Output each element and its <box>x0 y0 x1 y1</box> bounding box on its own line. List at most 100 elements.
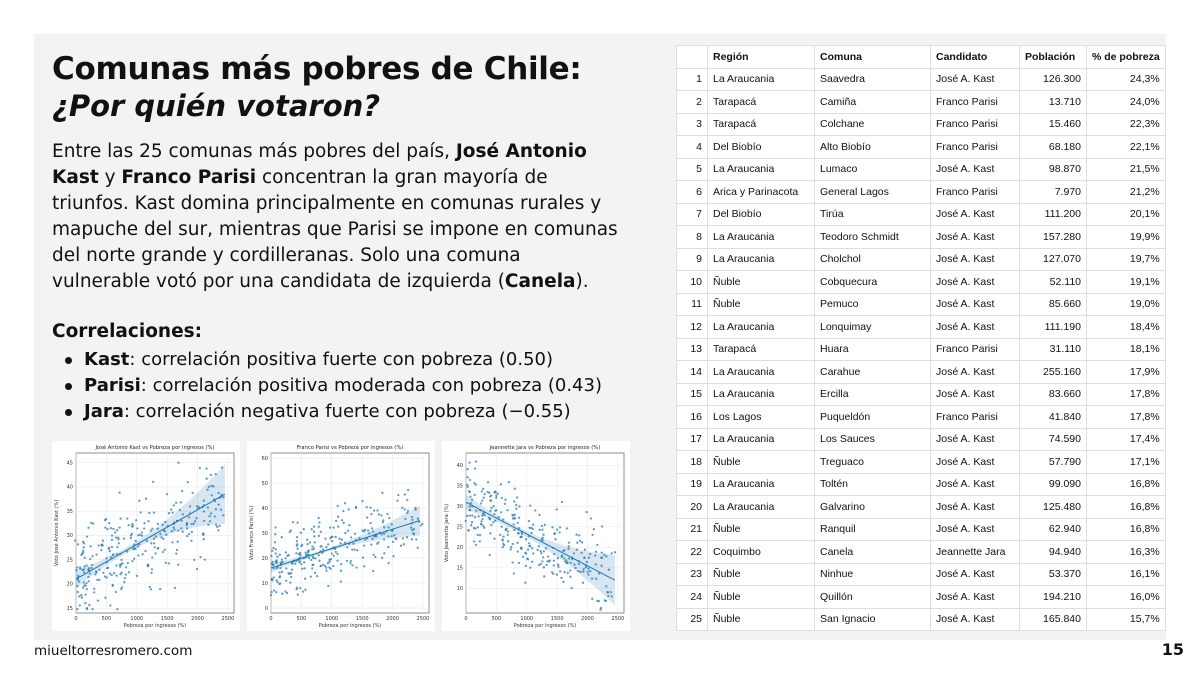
scatter-point <box>594 577 598 580</box>
row-pobreza: 17,9% <box>1086 360 1166 384</box>
row-pobreza: 18,1% <box>1086 337 1166 361</box>
scatter-point <box>339 542 342 545</box>
scatter-point <box>217 491 220 495</box>
scatter-point <box>164 520 167 524</box>
scatter-point <box>280 558 284 561</box>
scatter-point <box>203 558 206 561</box>
x-tick-label: 2000 <box>581 616 594 622</box>
scatter-point <box>214 523 218 526</box>
x-tick-label: 1000 <box>325 616 338 622</box>
scatter-point <box>351 548 354 551</box>
x-tick-label: 1500 <box>356 616 369 622</box>
scatter-point <box>371 537 374 540</box>
row-index: 4 <box>676 135 708 159</box>
y-tick-label: 10 <box>262 581 268 587</box>
row-index: 22 <box>676 540 708 564</box>
row-region: La Araucania <box>707 382 815 406</box>
table-row: 21 Ñuble Ranquil José A. Kast 62.940 16,8% <box>676 517 1166 541</box>
scatter-point <box>101 543 104 546</box>
scatter-point <box>590 577 594 580</box>
scatter-point <box>493 513 496 516</box>
scatter-point <box>188 505 192 508</box>
scatter-point <box>526 558 530 561</box>
scatter-point <box>511 561 514 564</box>
scatter-point <box>592 528 596 531</box>
row-index: 19 <box>676 472 708 496</box>
scatter-point <box>207 485 211 488</box>
scatter-point <box>98 568 101 571</box>
row-pobreza: 17,8% <box>1086 405 1166 429</box>
scatter-point <box>416 546 419 549</box>
scatter-point <box>556 563 560 566</box>
scatter-point <box>534 509 537 512</box>
row-index: 11 <box>676 292 708 316</box>
scatter-point <box>78 595 81 598</box>
row-comuna: Toltén <box>814 472 931 496</box>
scatter-point <box>138 499 141 502</box>
row-candidato: José A. Kast <box>930 450 1020 474</box>
scatter-point <box>489 495 492 498</box>
scatter-point <box>481 514 484 517</box>
scatter-point <box>180 519 183 522</box>
scatter-point <box>584 566 588 569</box>
scatter-point <box>330 552 333 555</box>
scatter-svg-parisi: Franco Parisi vs Pobreza por ingresos (%… <box>249 445 430 629</box>
scatter-point <box>481 499 484 502</box>
scatter-point <box>321 563 325 566</box>
scatter-point <box>380 556 384 560</box>
row-poblacion: 98.870 <box>1019 157 1087 181</box>
scatter-point <box>483 513 486 517</box>
scatter-point <box>187 516 191 519</box>
scatter-point <box>603 553 606 556</box>
scatter-point <box>115 564 118 567</box>
scatter-point <box>576 541 579 544</box>
scatter-point <box>487 516 490 519</box>
scatter-point <box>214 472 217 476</box>
scatter-point <box>560 555 563 558</box>
scatter-point <box>90 563 94 567</box>
scatter-point <box>370 543 373 546</box>
scatter-point <box>337 525 340 528</box>
scatter-point <box>76 578 80 581</box>
scatter-svg-jara: Jeannette Jara vs Pobreza por ingresos (… <box>444 445 625 629</box>
scatter-point <box>202 538 205 541</box>
scatter-point <box>290 568 294 571</box>
x-tick-label: 2000 <box>191 616 204 622</box>
scatter-point <box>163 548 166 551</box>
scatter-point <box>569 569 572 572</box>
scatter-point <box>323 564 327 568</box>
row-comuna: Huara <box>814 337 931 361</box>
row-candidato: José A. Kast <box>930 315 1020 339</box>
intro-parisi: Franco Parisi <box>121 167 257 188</box>
intro-text: y <box>98 167 122 188</box>
scatter-point <box>93 587 96 590</box>
scatter-point <box>197 506 201 509</box>
scatter-point <box>558 531 561 534</box>
scatter-point <box>469 495 472 498</box>
scatter-point <box>499 483 503 486</box>
scatter-point <box>517 561 521 565</box>
scatter-plot-kast: José Antonio Kast vs Pobreza por ingreso… <box>52 441 240 631</box>
scatter-point <box>473 516 477 519</box>
scatter-point <box>325 566 328 569</box>
scatter-point <box>336 515 340 518</box>
scatter-point <box>363 565 366 568</box>
scatter-point <box>406 488 410 492</box>
scatter-point <box>503 502 506 506</box>
row-candidato: Franco Parisi <box>930 90 1020 114</box>
scatter-point <box>149 529 153 532</box>
scatter-point <box>310 558 313 562</box>
scatter-point <box>100 548 103 552</box>
scatter-point <box>130 532 134 536</box>
scatter-point <box>467 490 471 493</box>
scatter-point <box>358 537 361 540</box>
scatter-point <box>500 525 503 528</box>
scatter-point <box>410 538 414 541</box>
scatter-point <box>105 566 109 570</box>
scatter-point <box>118 526 121 529</box>
scatter-point <box>82 568 86 571</box>
row-candidato: José A. Kast <box>930 585 1020 609</box>
scatter-point <box>346 546 349 549</box>
row-index: 20 <box>676 495 708 519</box>
scatter-point <box>354 505 358 509</box>
